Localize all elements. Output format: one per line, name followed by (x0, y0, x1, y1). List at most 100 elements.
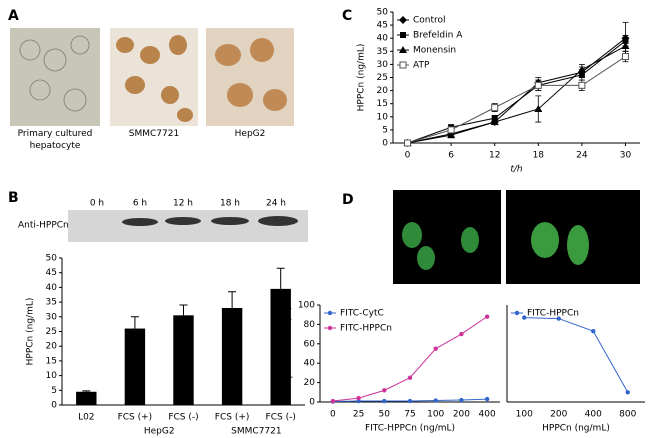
bar (124, 328, 146, 405)
cells (215, 38, 287, 111)
x-tick-label: FCS (+) (215, 413, 250, 423)
x-tick-label: 12 (489, 151, 500, 161)
blot (68, 210, 308, 242)
x-tick-label: 24 (576, 151, 588, 161)
legend-label: ATP (413, 61, 430, 71)
point (330, 398, 336, 404)
panel-label: B (8, 190, 19, 206)
point (490, 118, 499, 126)
x-tick-label: 75 (404, 410, 415, 420)
y-tick-label: 45 (46, 268, 57, 278)
point (534, 81, 542, 89)
x-tick-label: 400 (585, 410, 602, 420)
x-tick-label: 200 (550, 410, 567, 420)
y-tick-label: 20 (304, 378, 316, 388)
x-tick-label: FCS (-) (266, 413, 296, 423)
x-axis-label: FITC-HPPCn (ng/mL) (365, 424, 455, 434)
x-tick-label: L02 (78, 413, 94, 423)
point (433, 346, 438, 351)
lane-label: 24 h (266, 199, 286, 209)
y-tick-label: 0 (309, 398, 315, 408)
point (621, 42, 630, 50)
panel-label: C (342, 8, 352, 24)
point (404, 139, 412, 147)
y-tick-label: 5 (51, 386, 57, 396)
error-bar (130, 316, 139, 329)
point (433, 398, 438, 403)
bar (270, 288, 291, 405)
y-tick-label: 20 (377, 86, 389, 96)
x-tick-label: 50 (379, 410, 391, 420)
legend-marker (327, 310, 333, 316)
y-axis-label: FITC-positive cell (%) (284, 306, 294, 400)
x-tick-label: 100 (427, 410, 444, 420)
legend-label: FITC-CytC (340, 309, 384, 319)
legend-marker (514, 310, 520, 316)
legend-marker (399, 46, 407, 53)
panel-label: D (342, 192, 354, 208)
point (625, 390, 630, 395)
y-tick-label: 0 (382, 139, 388, 149)
y-tick-label: 25 (46, 327, 57, 337)
y-tick-label: 5 (382, 125, 388, 135)
y-tick-label: 100 (298, 301, 315, 311)
caption: HepG2 (234, 129, 266, 139)
series-line (407, 37, 626, 144)
x-tick-label: FCS (-) (168, 413, 198, 423)
lane-label: 6 h (133, 199, 147, 209)
y-tick-label: 50 (46, 254, 58, 264)
y-tick-label: 15 (377, 99, 388, 109)
y-tick-label: 30 (377, 60, 389, 70)
cells (402, 222, 479, 270)
point (491, 104, 499, 112)
cells (531, 222, 589, 265)
cells (19, 35, 90, 112)
bar (221, 307, 243, 405)
cells (116, 35, 193, 122)
bar (173, 315, 194, 405)
y-tick-label: 45 (377, 21, 388, 31)
group-label: SMMC7721 (231, 427, 281, 437)
y-tick-label: 10 (377, 112, 389, 122)
group-label: HepG2 (144, 427, 175, 437)
y-tick-label: 15 (46, 356, 57, 366)
y-tick-label: 10 (46, 371, 58, 381)
point (577, 65, 586, 73)
point (459, 331, 464, 337)
lane-label: 18 h (220, 199, 240, 209)
series-line (524, 317, 629, 393)
point (382, 388, 387, 393)
x-tick-label: 0 (330, 410, 336, 420)
x-tick-label: 18 (533, 151, 545, 161)
y-tick-label: 35 (377, 47, 388, 57)
x-tick-label: 0 (405, 151, 411, 161)
bar (76, 391, 97, 405)
series-line (407, 45, 626, 144)
legend-label: Control (413, 16, 446, 26)
x-tick-label: 800 (619, 410, 636, 420)
point (522, 315, 527, 320)
x-axis-label: t/h (510, 165, 523, 175)
blot-bands (122, 216, 298, 226)
x-tick-label: 100 (516, 410, 533, 420)
x-axis-label: HPPCn (ng/mL) (542, 424, 610, 434)
y-tick-label: 40 (377, 34, 389, 44)
y-tick-label: 40 (304, 359, 316, 369)
point (556, 316, 561, 321)
caption-box: HepG2 (234, 129, 266, 139)
error-bar (276, 267, 285, 289)
blot-label: Anti-HPPCn (18, 221, 69, 231)
y-tick-label: 60 (304, 339, 316, 349)
caption: Primary cultured hepatocyte (17, 129, 93, 151)
point (447, 131, 456, 139)
micrograph (206, 28, 294, 126)
y-tick-label: 0 (51, 401, 57, 411)
point (591, 328, 596, 334)
y-axis-label: HPPCn (ng/mL) (26, 298, 36, 366)
caption: SMMC7721 (128, 129, 180, 139)
lane-label: 0 h (90, 199, 104, 209)
x-tick-label: 400 (479, 410, 496, 420)
x-tick-label: 30 (620, 151, 632, 161)
point (382, 398, 387, 404)
legend-marker (399, 16, 407, 24)
